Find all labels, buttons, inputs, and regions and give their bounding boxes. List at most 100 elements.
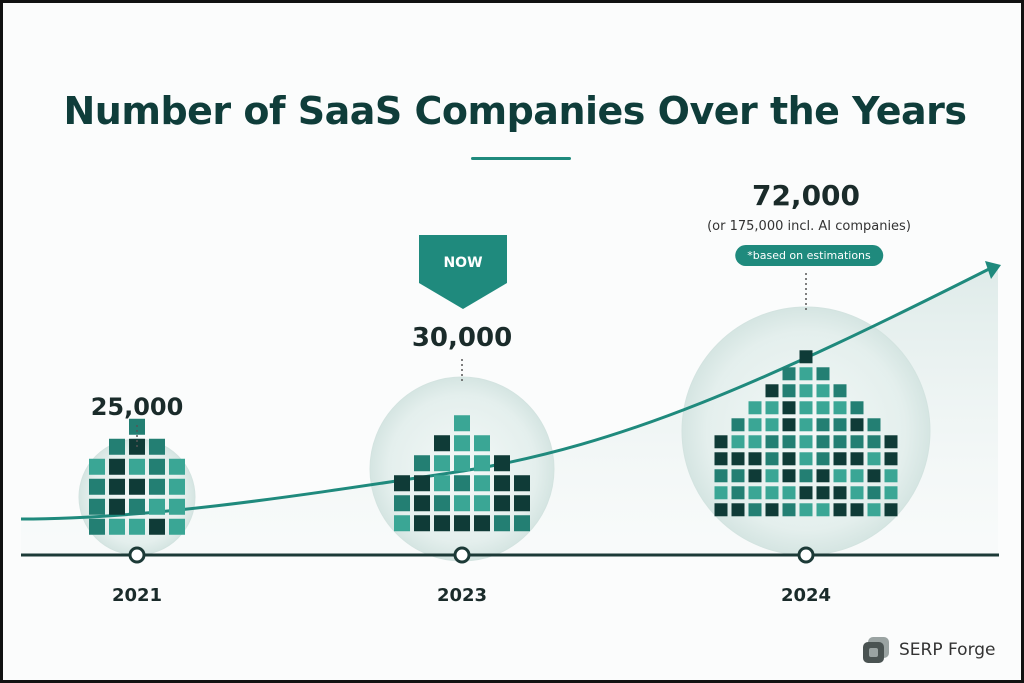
trend-arrow-head xyxy=(985,261,1001,279)
company-square xyxy=(474,475,490,492)
company-square xyxy=(474,495,490,512)
company-square xyxy=(867,418,881,432)
value-label-2023: 30,000 xyxy=(411,323,513,353)
company-square xyxy=(109,518,125,535)
company-square xyxy=(816,435,830,449)
company-square xyxy=(494,475,510,492)
company-square xyxy=(799,469,813,483)
company-square xyxy=(169,458,185,475)
company-square xyxy=(816,384,830,398)
company-square xyxy=(799,350,813,364)
company-square xyxy=(884,486,898,500)
timeline-marker-2024 xyxy=(797,546,815,564)
page-title: Number of SaaS Companies Over the Years xyxy=(63,89,967,133)
company-square xyxy=(454,515,470,532)
company-square xyxy=(434,495,450,512)
company-square xyxy=(514,515,530,532)
company-square xyxy=(169,478,185,495)
bubble-2021 xyxy=(78,438,196,556)
company-square xyxy=(149,498,165,515)
company-square xyxy=(434,435,450,452)
company-square xyxy=(833,435,847,449)
company-square xyxy=(748,503,762,517)
company-square xyxy=(514,495,530,512)
company-square xyxy=(816,486,830,500)
company-square xyxy=(434,475,450,492)
company-square xyxy=(799,367,813,381)
company-square xyxy=(394,475,410,492)
company-square xyxy=(850,503,864,517)
company-square xyxy=(833,418,847,432)
company-square xyxy=(394,515,410,532)
value-label-2021: 25,000 xyxy=(90,393,184,421)
company-square xyxy=(714,435,728,449)
company-square xyxy=(833,384,847,398)
now-badge-shape xyxy=(419,235,507,309)
company-square xyxy=(714,469,728,483)
company-square xyxy=(765,401,779,415)
company-square xyxy=(89,478,105,495)
year-label-2024: 2024 xyxy=(780,585,832,606)
company-square xyxy=(714,452,728,466)
company-square xyxy=(765,452,779,466)
company-square xyxy=(109,438,125,455)
company-square xyxy=(454,475,470,492)
company-square xyxy=(129,478,145,495)
company-square xyxy=(884,452,898,466)
company-square xyxy=(816,452,830,466)
company-square xyxy=(454,435,470,452)
company-square xyxy=(394,495,410,512)
timeline-marker-2023 xyxy=(453,546,471,564)
company-square xyxy=(454,455,470,472)
company-square xyxy=(494,455,510,472)
company-square xyxy=(850,486,864,500)
value-label-2024: 72,000 xyxy=(751,179,861,212)
company-square xyxy=(833,469,847,483)
company-square xyxy=(799,384,813,398)
company-square xyxy=(833,503,847,517)
company-square xyxy=(850,418,864,432)
company-square xyxy=(884,503,898,517)
company-square xyxy=(782,418,796,432)
company-square xyxy=(748,486,762,500)
brand-logo: SERP Forge xyxy=(861,635,996,665)
company-square xyxy=(169,518,185,535)
company-square xyxy=(816,401,830,415)
company-square xyxy=(799,503,813,517)
company-square xyxy=(765,486,779,500)
company-square xyxy=(765,469,779,483)
company-square xyxy=(816,418,830,432)
company-square xyxy=(454,495,470,512)
company-square xyxy=(454,415,470,432)
company-square xyxy=(833,486,847,500)
company-square xyxy=(833,452,847,466)
company-square xyxy=(765,503,779,517)
company-square xyxy=(731,486,745,500)
company-square xyxy=(782,367,796,381)
company-square xyxy=(731,452,745,466)
company-square xyxy=(731,469,745,483)
company-square xyxy=(129,518,145,535)
company-square xyxy=(748,435,762,449)
company-square xyxy=(799,486,813,500)
company-square xyxy=(816,503,830,517)
company-square xyxy=(474,455,490,472)
estimation-pill: *based on estimations xyxy=(735,245,883,266)
company-square xyxy=(149,438,165,455)
company-square xyxy=(414,495,430,512)
company-square xyxy=(782,486,796,500)
now-badge-label: NOW xyxy=(443,255,483,271)
company-square xyxy=(494,515,510,532)
company-square xyxy=(89,498,105,515)
company-square xyxy=(748,452,762,466)
company-square xyxy=(414,475,430,492)
company-square xyxy=(109,498,125,515)
company-square xyxy=(474,515,490,532)
year-label-2021: 2021 xyxy=(111,585,163,606)
company-square xyxy=(884,469,898,483)
company-square xyxy=(799,452,813,466)
company-square xyxy=(149,478,165,495)
company-square xyxy=(799,401,813,415)
company-square xyxy=(109,478,125,495)
serp-forge-logo-icon xyxy=(863,637,889,663)
